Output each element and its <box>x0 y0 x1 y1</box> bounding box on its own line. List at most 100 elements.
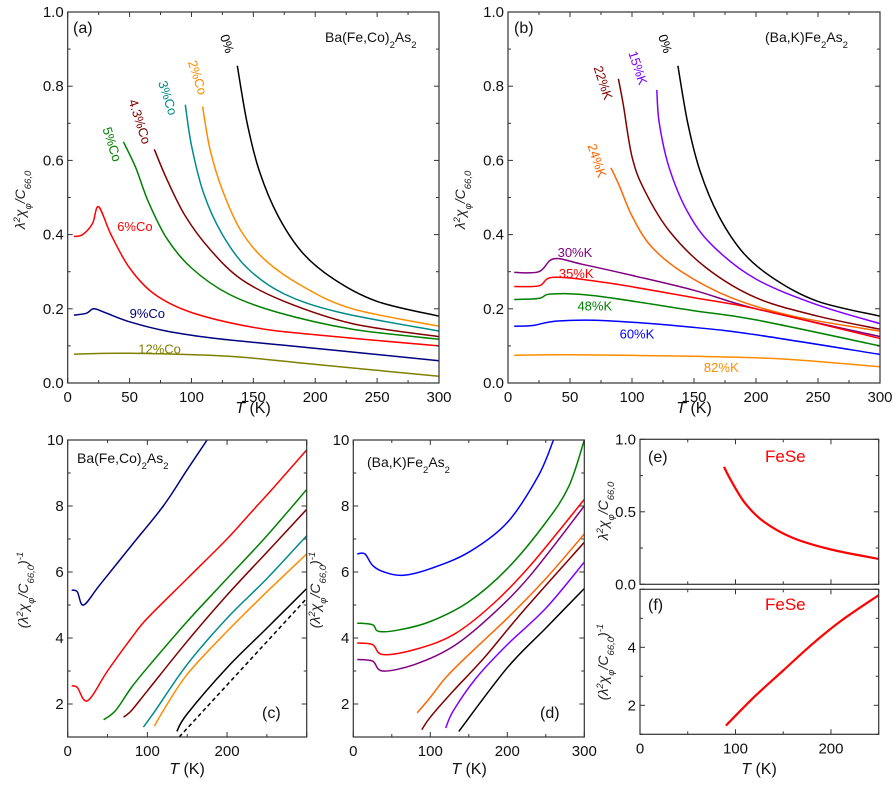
text-segment: /C <box>595 655 611 671</box>
series-line-3 <box>357 505 585 672</box>
x-axis-label: T (K) <box>169 761 205 778</box>
panel-title: Ba(Fe,Co)2As2 <box>77 450 169 472</box>
text-segment: 2 <box>163 461 168 472</box>
x-tick-label: 300 <box>572 743 597 760</box>
y-tick-label: 10 <box>47 432 64 449</box>
x-tick-label: 250 <box>805 389 830 406</box>
text-segment: φ <box>606 514 617 520</box>
panel-title: (Ba,K)Fe2As2 <box>367 454 450 476</box>
x-tick-label: 200 <box>303 389 328 406</box>
series-line-48K <box>514 292 880 347</box>
panel-b: 0 50 100 150 200 250 300 0.0 0.2 0.4 0.6 0.8 1.0 T (K… <box>452 4 893 417</box>
x-axis-label-unit: (K) <box>245 400 271 417</box>
text-segment: /C <box>452 188 468 204</box>
text-segment: 2 <box>142 461 147 472</box>
series-line-3 <box>123 508 307 718</box>
y-tick-label: 1.0 <box>483 4 504 21</box>
plot-frame <box>639 438 880 585</box>
series-line-4 <box>416 533 585 714</box>
y-axis-label: (λ2χφ/C66,0)-1 <box>307 552 329 628</box>
series-line-0 <box>357 440 555 577</box>
x-axis-label: T (K) <box>451 761 487 778</box>
series-line-0 <box>71 440 208 606</box>
x-tick-label: 200 <box>818 740 843 757</box>
text-segment: χ <box>15 603 31 613</box>
y-axis-label: λ2χφ/C66,0 <box>595 481 617 541</box>
x-axis-label-symbol: T <box>169 761 180 778</box>
series-line-5Co <box>122 141 439 340</box>
panel-label: (f) <box>648 597 663 614</box>
x-tick-label: 0 <box>349 743 357 760</box>
text-segment: φ <box>318 597 329 603</box>
x-axis-label-symbol: T <box>676 400 687 417</box>
x-tick-label: 0 <box>504 389 512 406</box>
text-segment: χ <box>595 675 611 685</box>
text-segment: As <box>826 29 842 45</box>
x-axis-label-symbol: T <box>451 761 462 778</box>
text-segment: FeSe <box>765 595 806 614</box>
text-segment: φ <box>26 597 37 603</box>
x-tick-label: 100 <box>135 743 160 760</box>
series-line-9Co <box>73 308 439 362</box>
text-segment: FeSe <box>765 447 806 466</box>
y-tick-label: 0.4 <box>43 227 64 244</box>
x-tick-label: 100 <box>418 743 443 760</box>
text-segment: λ <box>12 222 28 230</box>
series-line-82K <box>514 354 880 368</box>
panel-label: (d) <box>540 705 560 722</box>
text-segment: χ <box>595 520 611 530</box>
y-tick-label: 0.4 <box>483 227 504 244</box>
text-segment: 2 <box>411 40 416 51</box>
series-label: 6%Co <box>117 219 152 234</box>
x-axis-label-unit: (K) <box>461 761 487 778</box>
y-tick-label: 4 <box>628 639 636 656</box>
series-label: 24%K <box>585 142 610 180</box>
series-line-0 <box>677 65 880 317</box>
y-tick-label: 0.6 <box>483 152 504 169</box>
series-line-15K <box>656 89 880 325</box>
series-line-3Co <box>184 104 439 332</box>
text-segment: 2 <box>595 527 606 534</box>
series-line-60K <box>514 319 880 356</box>
y-tick-label: 4 <box>341 630 349 647</box>
series-line-0 <box>725 594 879 727</box>
text-segment: As <box>395 29 411 45</box>
x-axis-label-symbol: T <box>741 761 752 778</box>
x-tick-label: 0 <box>64 743 72 760</box>
y-tick-label: 6 <box>341 564 349 581</box>
text-segment: -1 <box>307 552 318 560</box>
text-segment: /C <box>595 499 611 515</box>
y-tick-label: 10 <box>333 432 350 449</box>
text-segment: -1 <box>595 624 606 632</box>
x-axis-label-unit: (K) <box>686 400 712 417</box>
series-label: 15%K <box>625 49 650 87</box>
text-segment: φ <box>606 669 617 675</box>
x-axis-label: T (K) <box>235 400 271 417</box>
series-label: 9%Co <box>130 306 165 321</box>
text-segment: 2 <box>12 216 23 223</box>
x-tick-label: 0 <box>64 389 72 406</box>
series-line-5 <box>421 541 585 731</box>
text-segment: 2 <box>390 40 395 51</box>
y-tick-label: 0.8 <box>483 78 504 95</box>
panel-title: FeSe <box>765 595 806 614</box>
x-tick-label: 0 <box>636 740 644 757</box>
x-tick-label: 50 <box>562 389 579 406</box>
x-axis-label-unit: (K) <box>751 761 777 778</box>
y-tick-label: 2 <box>55 696 63 713</box>
y-tick-label: 0.0 <box>615 576 636 593</box>
series-line-6Co <box>73 206 439 347</box>
series-label: 82%K <box>704 360 739 375</box>
x-tick-label: 100 <box>619 389 644 406</box>
y-axis-label: λ2χφ/C66,0 <box>12 170 34 230</box>
text-segment: Ba(Fe,Co) <box>325 29 390 45</box>
series-line-5 <box>153 553 307 727</box>
x-axis-label: T (K) <box>741 761 777 778</box>
y-tick-label: 1.0 <box>43 4 64 21</box>
text-segment: 2 <box>423 465 428 476</box>
text-segment: 66,0 <box>318 564 329 583</box>
panel-a: 0 50 100 150 200 250 300 0.0 0.2 0.4 0.6 0.8 1.0 T (K… <box>12 4 452 417</box>
